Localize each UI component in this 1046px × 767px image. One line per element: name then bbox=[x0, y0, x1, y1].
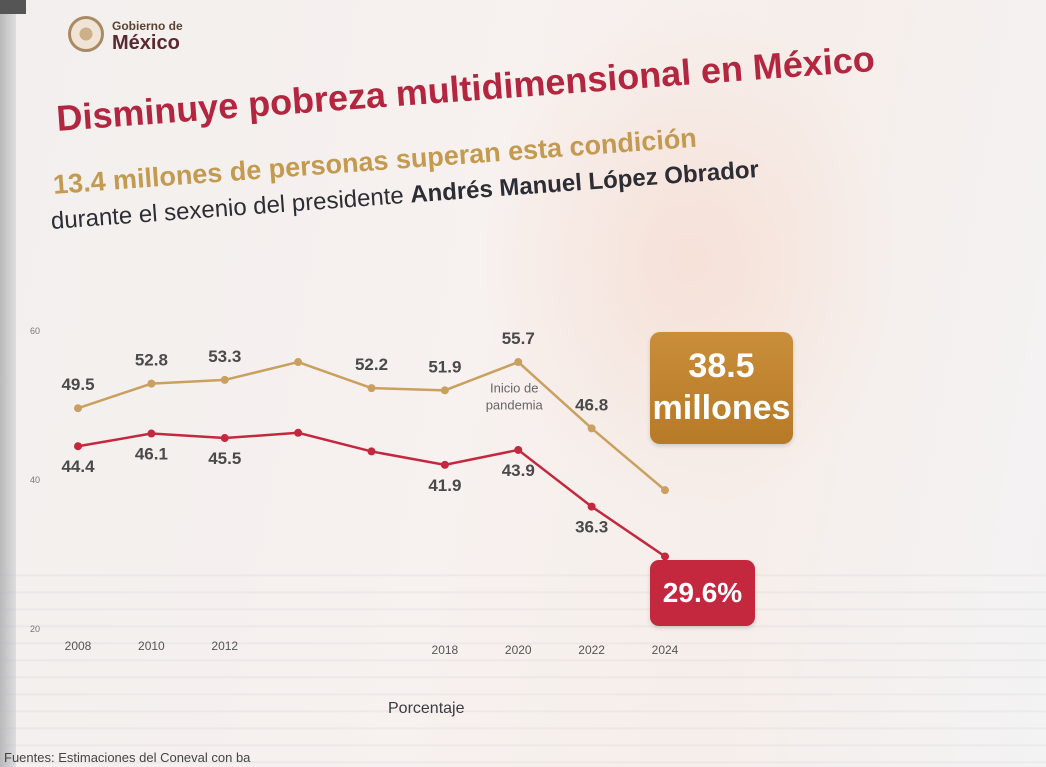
logo-line-1: Gobierno de bbox=[112, 19, 183, 33]
x-tick-label: 2022 bbox=[578, 643, 605, 657]
series-1-data-label: 49.5 bbox=[61, 375, 94, 394]
series-1-point bbox=[514, 358, 523, 367]
series-line-1 bbox=[77, 360, 666, 492]
series-1-data-label: 52.2 bbox=[355, 355, 388, 374]
series-1-point bbox=[147, 379, 156, 388]
series-1-data-label: 55.7 bbox=[502, 329, 535, 348]
series-1-point bbox=[294, 358, 303, 367]
logo-line-2: México bbox=[112, 32, 180, 54]
y-axis-unit-label: Porcentaje bbox=[388, 700, 465, 717]
series-2-point bbox=[440, 460, 449, 469]
series-2-data-label: 46.1 bbox=[135, 445, 168, 464]
series-1-point bbox=[220, 375, 229, 384]
y-tick-label: 60 bbox=[30, 326, 40, 336]
series-1-data-label: 51.9 bbox=[428, 357, 461, 376]
y-tick-label: 40 bbox=[30, 475, 40, 485]
series-1-point bbox=[74, 404, 82, 413]
screen-bezel bbox=[0, 0, 16, 767]
series-2-data-label: 44.4 bbox=[61, 457, 95, 476]
x-tick-label: 2010 bbox=[138, 639, 165, 653]
series-1-point bbox=[587, 424, 596, 433]
series-1-data-label: 46.8 bbox=[575, 395, 608, 414]
series-1-data-label: 53.3 bbox=[208, 347, 241, 366]
lower-series-badge: 29.6% bbox=[650, 560, 755, 626]
series-2-point bbox=[220, 434, 229, 443]
series-2-point bbox=[661, 552, 669, 561]
x-tick-label: 2018 bbox=[432, 643, 459, 657]
series-2-data-label: 43.9 bbox=[502, 461, 535, 480]
x-tick-label: 2020 bbox=[505, 643, 532, 657]
series-1-point bbox=[367, 384, 376, 393]
screen-corner bbox=[0, 0, 26, 14]
source-note: Fuentes: Estimaciones del Coneval con ba bbox=[4, 750, 251, 765]
y-tick-label: 20 bbox=[30, 624, 40, 634]
government-logo: Gobierno de México bbox=[68, 16, 248, 76]
x-tick-label: 2024 bbox=[652, 643, 679, 657]
pandemic-annotation-line-1: Inicio de bbox=[490, 381, 538, 396]
series-2-data-label: 45.5 bbox=[208, 449, 241, 468]
series-2-point bbox=[514, 445, 523, 454]
series-1-data-label: 52.8 bbox=[135, 351, 168, 370]
national-seal-icon bbox=[68, 16, 104, 52]
upper-badge-value: 38.5 bbox=[688, 347, 755, 385]
series-1-point bbox=[661, 486, 669, 495]
series-2-data-label: 41.9 bbox=[428, 476, 461, 495]
series-2-point bbox=[74, 442, 82, 451]
upper-series-badge: 38.5 millones bbox=[650, 332, 793, 444]
series-2-point bbox=[294, 428, 303, 437]
series-2-data-label: 36.3 bbox=[575, 518, 608, 537]
pandemic-annotation-line-2: pandemia bbox=[486, 398, 544, 413]
upper-badge-unit: millones bbox=[652, 389, 791, 427]
led-scanlines bbox=[0, 560, 1046, 767]
series-1-point bbox=[440, 386, 449, 395]
series-2-point bbox=[367, 447, 376, 456]
x-tick-label: 2008 bbox=[65, 639, 92, 653]
x-tick-label: 2012 bbox=[211, 639, 238, 653]
series-2-point bbox=[147, 429, 156, 438]
series-2-point bbox=[587, 502, 596, 511]
